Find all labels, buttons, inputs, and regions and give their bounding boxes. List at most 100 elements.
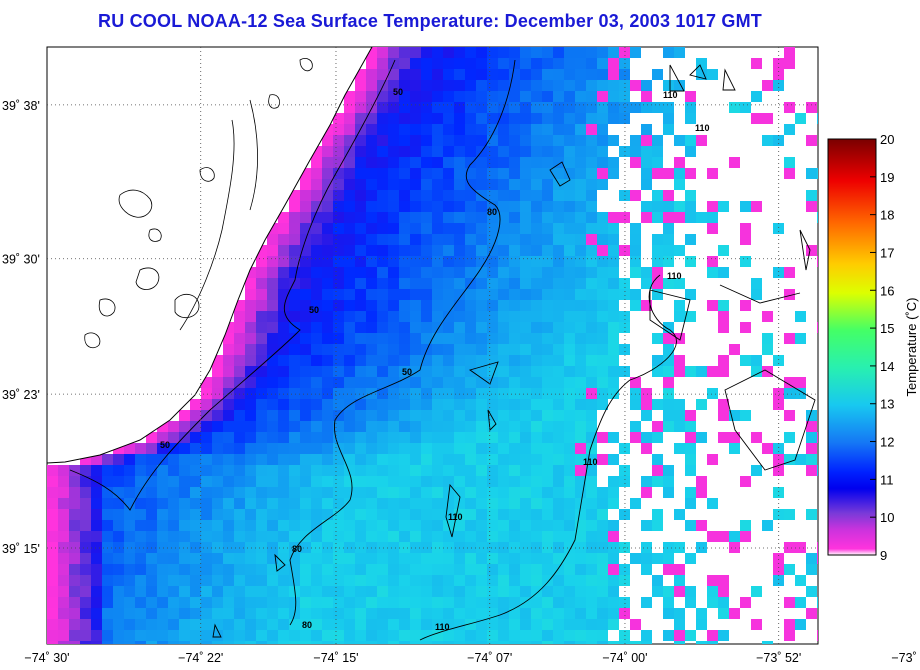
sst-pixel [333,322,344,333]
sst-pixel [553,168,564,179]
sst-pixel [487,146,498,157]
sst-pixel [454,69,465,80]
sst-pixel [300,454,311,465]
sst-pixel [498,212,509,223]
sst-pixel [487,168,498,179]
sst-pixel [366,124,377,135]
sst-pixel [410,443,421,454]
sst-pixel [608,223,619,234]
sst-pixel [388,344,399,355]
sst-pixel [564,124,575,135]
sst-pixel [355,102,366,113]
sst-pixel [542,388,553,399]
sst-pixel [388,322,399,333]
sst-pixel [542,608,553,619]
sst-pixel [135,454,146,465]
sst-pixel [311,487,322,498]
sst-pixel [91,608,102,619]
sst-pixel [509,311,520,322]
sst-pixel [366,80,377,91]
sst-pixel [487,157,498,168]
sst-pixel [608,80,619,91]
sst-pixel [465,102,476,113]
sst-pixel [817,322,818,333]
sst-pixel [443,553,454,564]
sst-pixel [652,289,663,300]
sst-pixel [410,256,421,267]
sst-pixel [135,630,146,641]
sst-pixel [399,322,410,333]
sst-pixel [586,388,597,399]
sst-pixel [245,410,256,421]
sst-pixel [509,223,520,234]
sst-pixel [762,443,773,454]
sst-pixel [322,157,333,168]
sst-pixel [597,619,608,630]
sst-pixel [806,586,817,597]
sst-pixel [476,388,487,399]
sst-pixel [784,168,795,179]
sst-pixel [267,256,278,267]
sst-pixel [344,454,355,465]
sst-pixel [124,520,135,531]
sst-pixel [333,168,344,179]
sst-pixel [619,80,630,91]
sst-pixel [355,135,366,146]
sst-pixel [278,630,289,641]
sst-pixel [256,256,267,267]
sst-pixel [300,586,311,597]
sst-pixel [267,278,278,289]
sst-pixel [344,190,355,201]
sst-pixel [542,157,553,168]
sst-pixel [498,289,509,300]
sst-pixel [652,267,663,278]
sst-pixel [597,509,608,520]
sst-pixel [245,443,256,454]
sst-pixel [201,377,212,388]
sst-pixel [487,333,498,344]
sst-pixel [399,157,410,168]
sst-pixel [564,575,575,586]
sst-pixel [102,608,113,619]
sst-pixel [212,388,223,399]
sst-pixel [443,542,454,553]
sst-pixel [410,608,421,619]
sst-pixel [47,619,58,630]
sst-pixel [817,212,818,223]
sst-pixel [146,509,157,520]
sst-pixel [443,498,454,509]
sst-pixel [432,355,443,366]
sst-pixel [388,388,399,399]
sst-pixel [531,443,542,454]
sst-pixel [124,564,135,575]
graticule [47,47,818,644]
sst-pixel [168,619,179,630]
sst-pixel [399,377,410,388]
sst-pixel [487,487,498,498]
sst-pixel [817,432,818,443]
sst-pixel [124,465,135,476]
sst-pixel [685,421,696,432]
sst-pixel [674,245,685,256]
sst-pixel [157,597,168,608]
sst-pixel [476,80,487,91]
sst-pixel [344,586,355,597]
sst-pixel [784,47,795,58]
sst-pixel [212,410,223,421]
sst-pixel [168,608,179,619]
sst-pixel [630,498,641,509]
sst-pixel [421,124,432,135]
sst-pixel [58,564,69,575]
sst-pixel [267,311,278,322]
sst-pixel [432,641,443,644]
sst-pixel [256,487,267,498]
sst-pixel [465,476,476,487]
sst-pixel [366,476,377,487]
sst-pixel [333,487,344,498]
sst-pixel [498,575,509,586]
sst-pixel [564,454,575,465]
sst-pixel [366,498,377,509]
sst-pixel [410,322,421,333]
sst-pixel [245,278,256,289]
